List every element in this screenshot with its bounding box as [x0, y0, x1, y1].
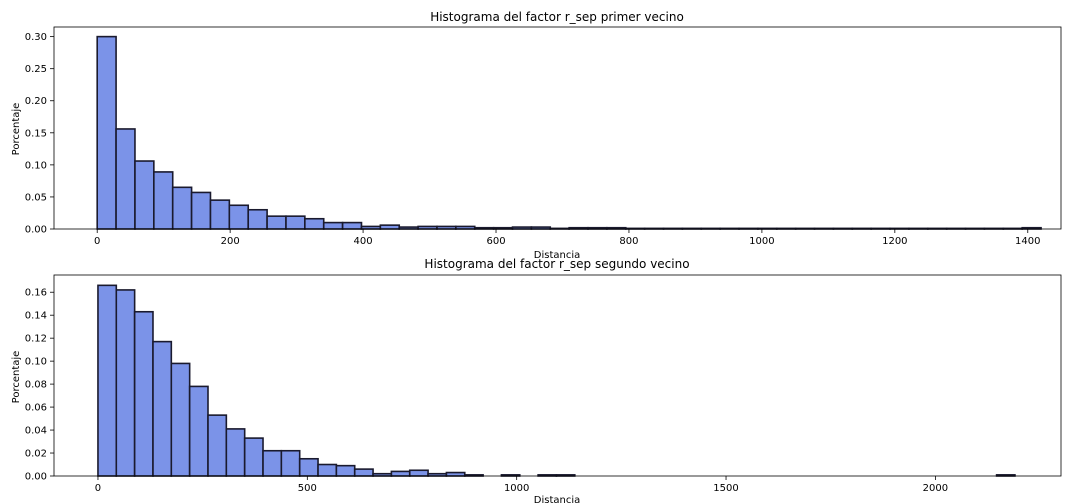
histogram-bottom: Histograma del factor r_sep segundo veci…	[11, 257, 1062, 504]
x-ticks-top: 0 200 400 600 800 1000 1200 1400	[94, 229, 1040, 247]
histogram-bar-top-3	[153, 171, 174, 230]
y-tick-label: 0.15	[25, 128, 47, 139]
histogram-bar-bottom-8	[243, 437, 264, 477]
y-axis-label-top: Porcentaje	[11, 103, 22, 156]
bars-top	[96, 35, 1042, 230]
x-tick-label: 800	[619, 236, 638, 247]
y-tick-label: 0.04	[25, 426, 47, 437]
x-tick-label: 1500	[713, 483, 738, 494]
y-tick-label: 0.25	[25, 64, 47, 75]
chart-title-bottom: Histograma del factor r_sep segundo veci…	[424, 257, 689, 271]
histogram-bar-top-6	[209, 199, 231, 230]
y-tick-label: 0.00	[25, 472, 47, 483]
histogram-top: Histograma del factor r_sep primer vecin…	[11, 10, 1062, 261]
x-ticks-bottom: 0 500 1000 1500 2000	[95, 476, 948, 494]
x-tick-label: 1200	[882, 236, 907, 247]
x-tick-label: 600	[486, 236, 505, 247]
histogram-bar-top-15	[379, 224, 401, 230]
y-tick-label: 0.20	[25, 96, 47, 107]
histogram-bar-top-4	[171, 186, 193, 230]
y-tick-label: 0.10	[25, 357, 47, 368]
x-axis-label-top: Distancia	[534, 250, 580, 261]
y-tick-label: 0.06	[25, 403, 47, 414]
histogram-bar-bottom-7	[225, 428, 246, 477]
histogram-bar-top-8	[247, 208, 268, 230]
y-tick-label: 0.10	[25, 160, 47, 171]
histogram-bar-bottom-10	[280, 449, 301, 477]
histogram-bar-bottom-17	[408, 469, 429, 477]
x-tick-label: 1000	[504, 483, 529, 494]
histogram-bar-top-9	[266, 215, 287, 230]
histogram-bar-bottom-1	[115, 289, 136, 477]
histogram-bar-top-0	[96, 35, 117, 230]
x-tick-label: 1400	[1015, 236, 1040, 247]
x-tick-label: 500	[298, 483, 317, 494]
y-tick-label: 0.05	[25, 192, 47, 203]
histogram-bar-top-13	[341, 221, 363, 230]
x-tick-label: 2000	[923, 483, 948, 494]
y-tick-label: 0.02	[25, 449, 47, 460]
y-tick-label: 0.16	[25, 288, 47, 299]
histogram-bar-bottom-6	[207, 414, 228, 477]
histogram-bar-bottom-4	[170, 362, 191, 477]
y-ticks-bottom: 0.00 0.02 0.04 0.06 0.08 0.10 0.12 0.14 0.16	[25, 288, 54, 483]
y-ticks-top: 0.00 0.05 0.10 0.15 0.20 0.25 0.30	[25, 32, 54, 236]
y-tick-label: 0.08	[25, 380, 47, 391]
histogram-bar-bottom-11	[298, 457, 319, 477]
histogram-bar-bottom-14	[353, 468, 374, 477]
histogram-bar-bottom-2	[133, 310, 154, 477]
histogram-bar-top-7	[228, 204, 250, 230]
y-tick-label: 0.00	[25, 225, 47, 236]
histogram-bar-top-12	[322, 221, 344, 230]
x-axis-label-bottom: Distancia	[534, 495, 580, 504]
histogram-bar-bottom-19	[445, 471, 466, 477]
histogram-bar-top-10	[285, 215, 306, 230]
chart-title-top: Histograma del factor r_sep primer vecin…	[430, 10, 684, 24]
y-tick-label: 0.30	[25, 32, 47, 43]
bars-bottom	[97, 284, 1016, 477]
x-tick-label: 0	[95, 483, 101, 494]
plot-frame-bottom	[53, 274, 1062, 477]
histogram-bar-top-11	[304, 217, 325, 230]
histogram-bar-bottom-12	[317, 463, 338, 477]
x-tick-label: 0	[94, 236, 100, 247]
y-tick-label: 0.14	[25, 311, 47, 322]
histogram-bar-bottom-9	[262, 449, 283, 477]
histogram-bar-bottom-13	[335, 464, 356, 477]
histogram-bar-bottom-0	[97, 284, 118, 477]
histogram-bar-top-1	[115, 128, 136, 230]
histogram-bar-top-5	[190, 191, 212, 230]
histogram-bar-bottom-5	[188, 385, 209, 477]
y-axis-label-bottom: Porcentaje	[11, 351, 22, 404]
histogram-bar-bottom-3	[152, 340, 173, 477]
y-tick-label: 0.12	[25, 334, 47, 345]
histogram-bar-bottom-16	[390, 470, 411, 477]
plot-frame-top	[53, 26, 1062, 230]
x-tick-label: 200	[221, 236, 240, 247]
x-tick-label: 400	[354, 236, 373, 247]
x-tick-label: 1000	[749, 236, 774, 247]
histogram-bar-top-2	[134, 160, 155, 230]
